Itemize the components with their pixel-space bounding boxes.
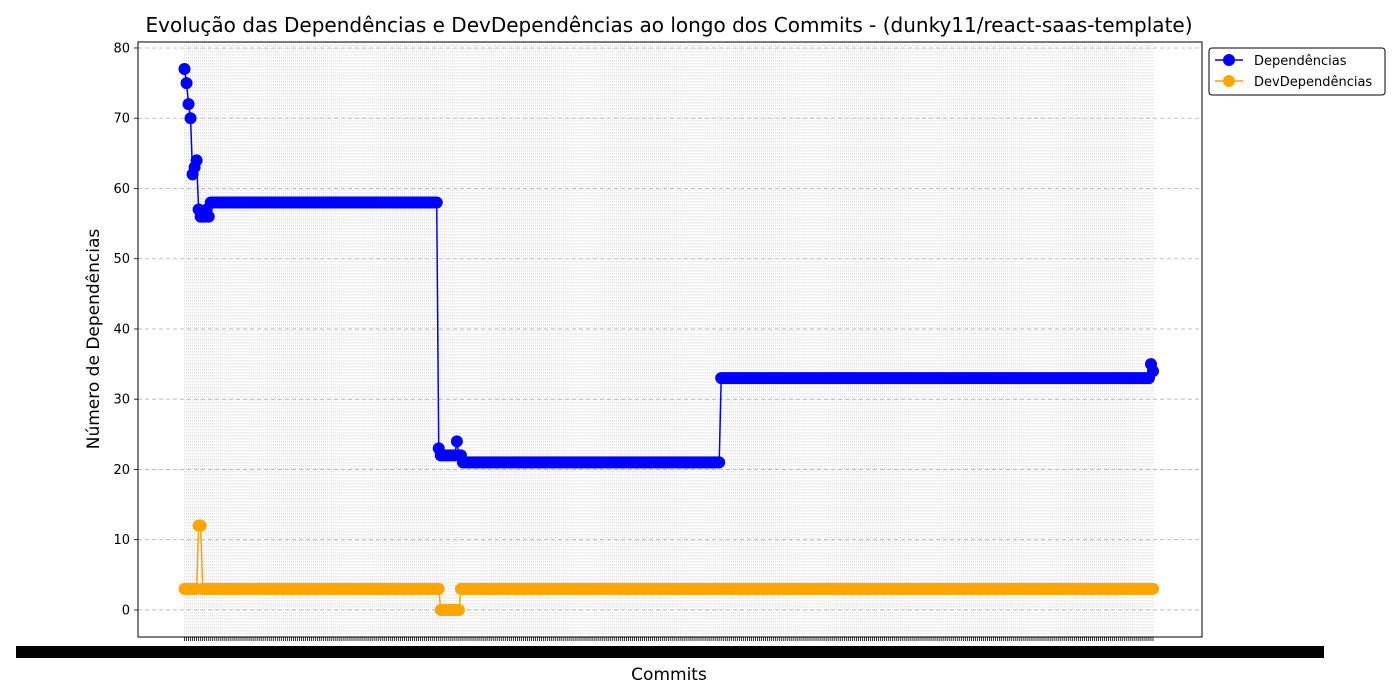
x-tick-marks <box>184 637 1154 641</box>
x-ticks <box>16 637 1324 658</box>
data-point-devdependencias <box>452 603 465 616</box>
legend-label-dependencias: Dependências <box>1254 54 1347 69</box>
y-tick-label: 10 <box>113 533 130 548</box>
y-tick-label: 30 <box>113 393 130 408</box>
plot-frame <box>137 41 1203 638</box>
legend-label-devdependencias: DevDependências <box>1254 75 1372 90</box>
data-point-dependencias <box>1147 365 1159 378</box>
chart-title: Evolução das Dependências e DevDependênc… <box>145 13 1192 37</box>
data-point-dependencias <box>178 63 191 76</box>
data-point-devdependencias <box>194 519 207 532</box>
y-tick-label: 40 <box>113 322 130 337</box>
y-tick-label: 50 <box>113 252 130 267</box>
y-tick-label: 20 <box>113 463 130 478</box>
data-point-devdependencias <box>1147 582 1159 595</box>
y-tick-label: 80 <box>113 41 130 56</box>
vertical-grid <box>184 42 1154 637</box>
data-point-dependencias <box>713 456 726 469</box>
data-point-devdependencias <box>432 582 445 595</box>
data-point-dependencias <box>202 210 215 223</box>
x-tick-labels-overlapping <box>16 646 1324 658</box>
legend-box <box>1208 47 1386 96</box>
horizontal-grid <box>138 47 1202 611</box>
data-point-dependencias <box>182 98 195 111</box>
y-axis-label: Número de Dependências <box>84 229 104 450</box>
y-ticks: 0 10 20 30 40 50 60 70 80 <box>113 41 138 618</box>
y-tick-label: 70 <box>113 112 130 127</box>
legend: Dependências DevDependências <box>1208 47 1386 96</box>
legend-marker-devdependencias <box>1223 75 1235 87</box>
data-point-dependencias <box>190 154 203 167</box>
series-layer <box>178 63 1159 616</box>
data-point-dependencias <box>180 77 193 90</box>
series-devdependencias <box>178 519 1159 616</box>
data-point-dependencias <box>184 112 197 125</box>
data-point-dependencias <box>430 196 443 209</box>
x-axis-label: Commits <box>631 665 707 685</box>
x-gridlines <box>184 42 1154 637</box>
legend-marker-dependencias <box>1223 54 1235 66</box>
series-dependencias <box>178 63 1159 469</box>
y-tick-label: 60 <box>113 182 130 197</box>
y-tick-label: 0 <box>122 603 130 618</box>
data-point-dependencias <box>450 435 463 448</box>
